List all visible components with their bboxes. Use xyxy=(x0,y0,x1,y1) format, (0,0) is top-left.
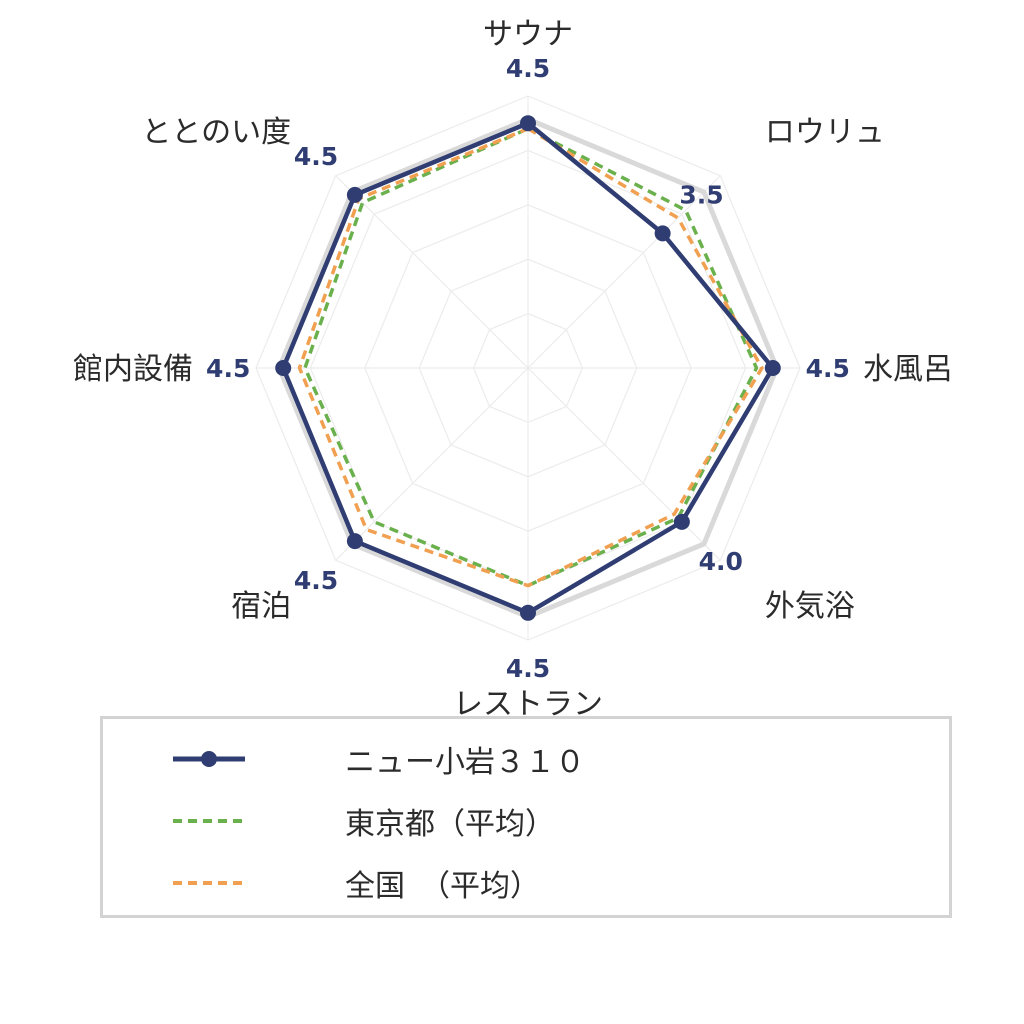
legend-label-series-1: ニュー小岩３１０ xyxy=(345,745,585,780)
legend-swatch-series-1 xyxy=(173,751,245,767)
series-1-point-8 xyxy=(346,186,363,203)
series-1-point-5 xyxy=(520,604,536,621)
axis-label-8: ととのい度 xyxy=(141,115,291,150)
series-1-point-6 xyxy=(346,533,363,550)
axis-label-4: 外気浴 xyxy=(765,589,855,624)
grid-spoke-6 xyxy=(335,367,529,561)
value-label-6: 4.5 xyxy=(294,566,338,595)
axis-label-2: ロウリュ xyxy=(765,115,885,150)
axis-label-6: 宿泊 xyxy=(231,589,291,624)
series-1-point-1 xyxy=(520,115,536,132)
grid-spoke-4 xyxy=(527,367,721,561)
legend-item-series-3[interactable]: 全国 （平均） xyxy=(173,863,540,904)
axis-label-3: 水風呂 xyxy=(863,352,953,387)
legend-swatch-series-3 xyxy=(173,881,245,885)
grid-spoke-8 xyxy=(335,175,529,369)
series-1-point-3 xyxy=(764,360,781,376)
series-1-point-4 xyxy=(673,513,690,530)
legend-label-series-2: 東京都（平均） xyxy=(345,807,555,842)
radar-series xyxy=(275,115,781,621)
grid-spoke-2 xyxy=(527,175,721,369)
series-1-point-7 xyxy=(275,360,292,376)
axis-label-7: 館内設備 xyxy=(73,352,193,387)
legend-label-series-3: 全国 （平均） xyxy=(345,869,540,904)
legend-swatch-series-2 xyxy=(173,819,245,823)
value-label-7: 4.5 xyxy=(206,354,250,383)
axis-label-1: サウナ xyxy=(483,17,573,52)
value-label-1: 4.5 xyxy=(506,54,550,83)
value-label-4: 4.0 xyxy=(699,547,743,576)
value-label-3: 4.5 xyxy=(806,354,850,383)
value-label-2: 3.5 xyxy=(679,180,723,209)
series-line-3 xyxy=(297,126,764,588)
legend-item-series-2[interactable]: 東京都（平均） xyxy=(173,801,555,842)
series-1-point-2 xyxy=(654,225,671,242)
legend: ニュー小岩３１０ 東京都（平均） 全国 （平均） xyxy=(100,716,952,918)
value-label-8: 4.5 xyxy=(294,142,338,171)
value-label-5: 4.5 xyxy=(506,654,550,683)
legend-item-series-1[interactable]: ニュー小岩３１０ xyxy=(173,739,585,780)
